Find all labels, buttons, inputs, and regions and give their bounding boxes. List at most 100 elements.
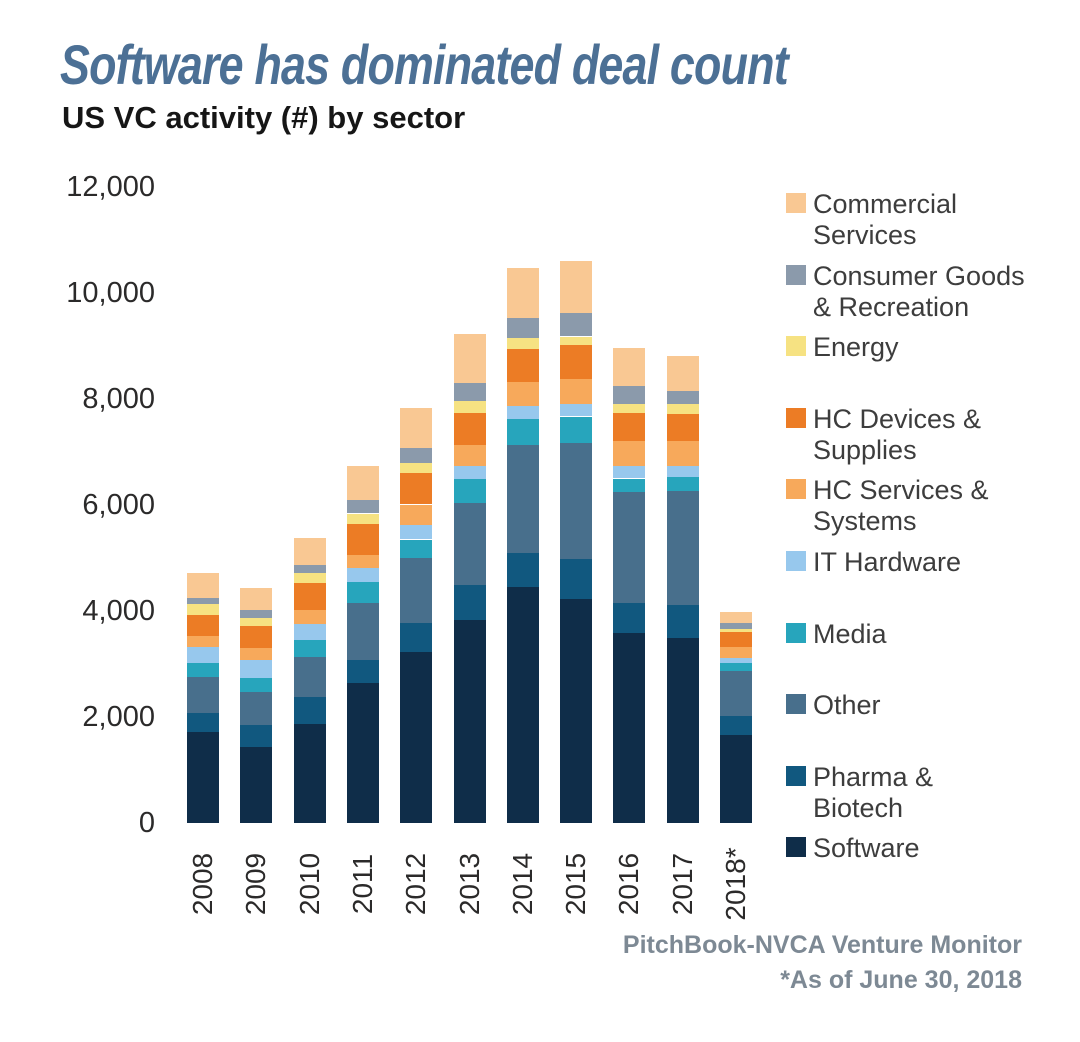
legend-label: HC Services & Systems — [813, 475, 989, 537]
bar-segment — [187, 676, 219, 713]
bar-segment — [346, 466, 379, 501]
bar-segment — [666, 638, 699, 823]
y-tick-label: 2,000 — [82, 701, 155, 733]
bar-segment — [187, 712, 219, 732]
bar-segment — [720, 670, 752, 716]
bar-segment — [613, 348, 646, 387]
bar-segment — [506, 268, 539, 318]
x-tick-label: 2016 — [613, 852, 645, 916]
bar-segment — [560, 404, 593, 417]
bar-segment — [240, 660, 273, 679]
bar-segment — [400, 651, 433, 823]
chart-subtitle: US VC activity (#) by sector — [62, 100, 466, 135]
bar-segment — [400, 539, 433, 558]
legend-item: Other — [786, 690, 1056, 754]
bar-segment — [346, 500, 379, 514]
legend-label: Energy — [813, 332, 899, 363]
bar-segment — [240, 725, 273, 748]
x-tick-label: 2011 — [346, 853, 378, 915]
bar-segment — [506, 317, 539, 338]
bar-segment — [720, 612, 752, 624]
legend-label: Commercial Services — [813, 189, 958, 250]
page-title: Software has dominated deal count — [60, 33, 789, 96]
bar-segment — [187, 635, 219, 647]
bar-segment — [666, 605, 699, 639]
legend-item: HC Services & Systems — [786, 475, 1056, 539]
bar-segment — [666, 390, 699, 405]
bar-segment — [240, 692, 273, 725]
bar-segment — [506, 349, 539, 383]
bar-segment — [666, 466, 699, 478]
bar-segment — [346, 523, 379, 555]
bar-segment — [720, 632, 752, 647]
x-tick-label: 2012 — [400, 852, 432, 916]
x-tick-label: 2010 — [293, 852, 325, 916]
bar-segment — [560, 598, 593, 823]
bar-segment — [293, 696, 326, 724]
source-credit: PitchBook-NVCA Venture Monitor — [622, 931, 1022, 959]
bar-segment — [293, 572, 326, 583]
bar-segment — [506, 338, 539, 350]
legend-swatch — [786, 264, 806, 285]
x-tick-label: 2009 — [240, 852, 272, 916]
bar-segment — [720, 658, 752, 663]
bar-segment — [453, 585, 486, 620]
bar-segment — [506, 445, 539, 554]
bar-segment — [293, 609, 326, 624]
chart-footer: PitchBook-NVCA Venture Monitor *As of Ju… — [623, 928, 1022, 998]
legend-label: IT Hardware — [813, 547, 962, 577]
legend-item: IT Hardware — [786, 547, 1056, 611]
bar-segment — [293, 582, 326, 610]
bar-segment — [346, 581, 379, 604]
bar-segment — [560, 558, 593, 599]
bar-segment — [453, 383, 486, 402]
x-tick-label: 2013 — [453, 852, 485, 916]
bar-segment — [400, 447, 433, 463]
bar-segment — [187, 597, 219, 604]
bar-segment — [613, 602, 646, 633]
bar-segment — [240, 617, 273, 626]
y-tick-label: 12,000 — [66, 171, 155, 203]
bar-segment — [400, 407, 433, 448]
legend-label: HC Devices & Supplies — [813, 403, 982, 465]
legend-swatch — [786, 694, 806, 715]
x-tick-label: 2008 — [187, 852, 218, 916]
bar-segment — [187, 662, 219, 677]
bar-segment — [293, 639, 326, 657]
bar-segment — [453, 401, 486, 414]
bar-segment — [240, 625, 273, 649]
bar-segment — [613, 386, 646, 405]
bar-segment — [613, 466, 646, 479]
bar-segment — [666, 404, 699, 415]
bar-segment — [346, 513, 379, 524]
bar-segment — [613, 413, 646, 442]
bar-segment — [453, 444, 486, 466]
legend-swatch — [786, 551, 806, 571]
legend-item: Commercial Services — [786, 189, 1056, 253]
legend-item: Consumer Goods & Recreation — [786, 261, 1056, 325]
bar-segment — [453, 502, 486, 585]
y-tick-label: 0 — [138, 807, 155, 839]
y-tick-label: 4,000 — [82, 595, 155, 627]
bar-segment — [240, 609, 273, 618]
bar-segment — [400, 462, 433, 473]
bar-segment — [720, 629, 752, 633]
bar-segment — [666, 491, 699, 606]
bar-segment — [293, 537, 326, 565]
bar-segment — [293, 564, 326, 573]
bar-segment — [560, 416, 593, 443]
bar-segment — [560, 442, 593, 559]
legend-swatch — [786, 837, 806, 858]
bar-segment — [240, 678, 273, 693]
bar-segment — [613, 632, 646, 823]
bar-segment — [400, 472, 433, 505]
bar-segment — [293, 723, 326, 823]
bar-segment — [613, 478, 646, 492]
bar-segment — [240, 648, 273, 661]
y-tick-label: 10,000 — [66, 277, 155, 309]
bar-segment — [560, 336, 593, 345]
bar-segment — [720, 662, 752, 671]
legend-item: Energy — [786, 332, 1056, 396]
